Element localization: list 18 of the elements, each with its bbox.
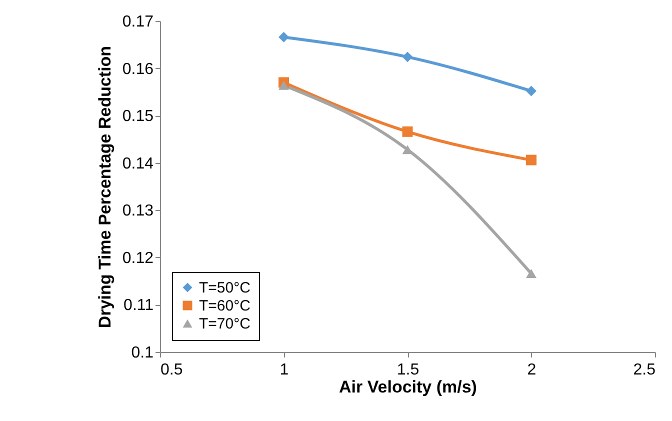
y-tick-label: 0.1 (131, 344, 154, 362)
x-tick-label: 2 (527, 362, 536, 378)
y-tick-label: 0.12 (122, 250, 154, 267)
x-tick-label: 1 (280, 362, 289, 378)
legend-label: T=70°C (199, 316, 251, 332)
y-tick-label: 0.16 (122, 60, 154, 78)
x-tick-label: 0.5 (160, 362, 183, 378)
legend-label: T=60°C (199, 298, 251, 314)
y-tick-label: 0.17 (122, 14, 154, 30)
x-tick-label: 2.5 (633, 362, 656, 378)
y-tick-label: 0.15 (122, 108, 154, 126)
x-tick-label: 1.5 (396, 362, 420, 378)
x-axis-title: Air Velocity (m/s) (339, 378, 477, 396)
legend-label: T=50°C (199, 280, 251, 296)
y-tick-label: 0.11 (124, 297, 154, 314)
y-axis-title: Drying Time Percentage Reduction (95, 46, 114, 328)
y-tick-label: 0.13 (122, 202, 154, 220)
y-tick-label: 0.14 (122, 155, 154, 172)
